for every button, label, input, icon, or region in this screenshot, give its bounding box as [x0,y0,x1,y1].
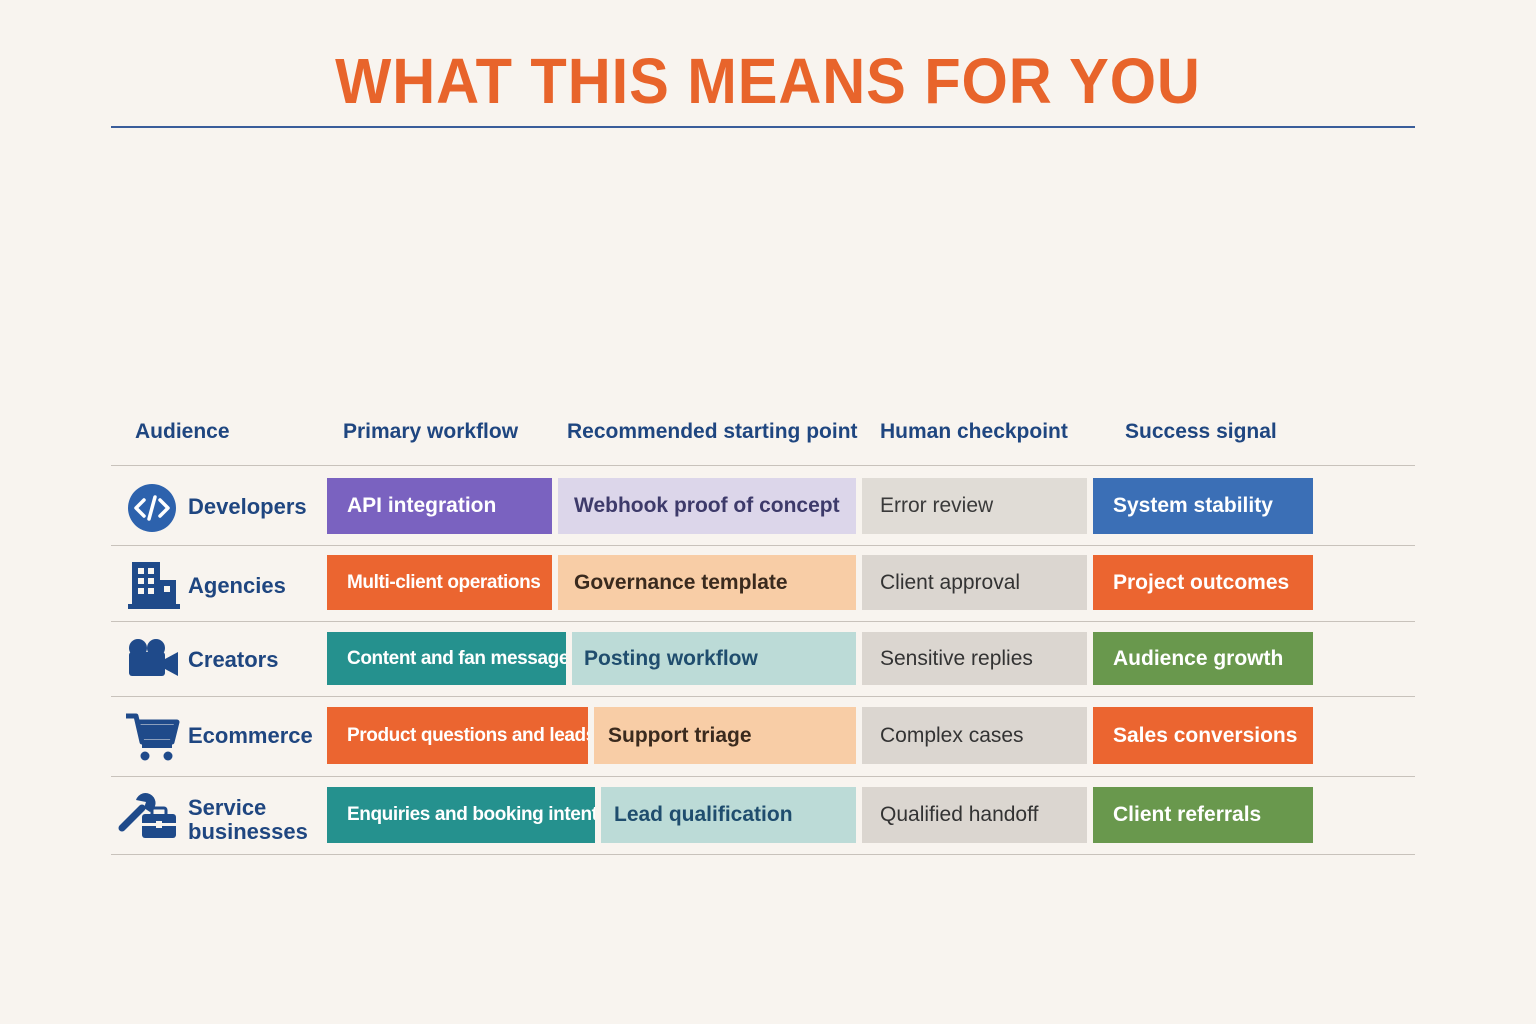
header-audience: Audience [135,420,230,443]
shopping-cart-icon [118,708,180,764]
starting-point-cell: Support triage [594,707,856,764]
video-camera-icon [118,632,180,688]
starting-point-cell: Lead qualification [601,787,856,843]
building-icon [118,558,180,614]
success-signal-cell: Client referrals [1093,787,1313,843]
success-signal-cell: Project outcomes [1093,555,1313,610]
page-title: WHAT THIS MEANS FOR YOU [335,45,1201,117]
audience-label: Agencies [188,573,286,598]
success-signal-cell: System stability [1093,478,1313,534]
audience-label-line: Service [188,795,267,820]
row-divider [111,696,1415,697]
row-divider [111,465,1415,466]
code-icon [118,480,180,536]
starting-point-cell: Governance template [558,555,856,610]
header-human-checkpoint: Human checkpoint [880,420,1068,443]
checkpoint-cell: Error review [862,478,1087,534]
audience-label: Service businesses [188,796,308,844]
checkpoint-cell: Complex cases [862,707,1087,764]
header-success-signal: Success signal [1125,420,1277,443]
checkpoint-cell: Qualified handoff [862,787,1087,843]
workflow-cell: Product questions and leads [327,707,588,764]
starting-point-cell: Webhook proof of concept [558,478,856,534]
success-signal-cell: Audience growth [1093,632,1313,685]
audience-label: Creators [188,647,279,672]
header-recommended-starting-point: Recommended starting point [567,420,858,443]
title-divider [111,126,1415,128]
workflow-cell: API integration [327,478,552,534]
workflow-cell: Enquiries and booking intent [327,787,595,843]
wrench-briefcase-icon [118,788,180,844]
row-divider [111,776,1415,777]
audience-label: Ecommerce [188,723,313,748]
row-divider [111,854,1415,855]
checkpoint-cell: Sensitive replies [862,632,1087,685]
row-divider [111,621,1415,622]
header-primary-workflow: Primary workflow [343,420,519,443]
workflow-cell: Multi-client operations [327,555,552,610]
row-divider [111,545,1415,546]
starting-point-cell: Posting workflow [572,632,856,685]
success-signal-cell: Sales conversions [1093,707,1313,764]
workflow-cell: Content and fan messages [327,632,566,685]
audience-label-line: businesses [188,819,308,844]
checkpoint-cell: Client approval [862,555,1087,610]
audience-label: Developers [188,494,307,519]
